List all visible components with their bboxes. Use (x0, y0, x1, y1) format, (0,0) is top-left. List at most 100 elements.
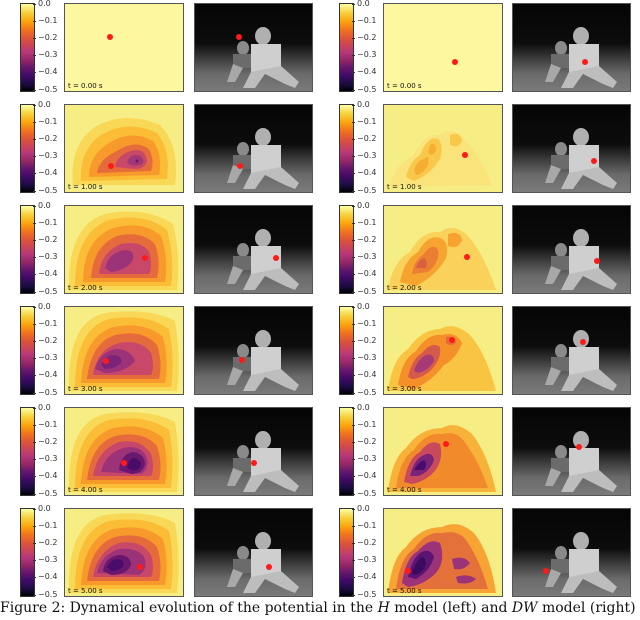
cbar-tick: −0.3 (351, 252, 377, 261)
colorbar (20, 205, 35, 294)
time-label: t = 3.00 s (387, 385, 422, 393)
people-silhouette-icon (545, 128, 617, 189)
cbar-tick: 0.0 (33, 302, 51, 311)
scene-photo (194, 104, 313, 193)
cbar-tick: −0.4 (32, 168, 58, 177)
agent-marker (142, 255, 148, 261)
potential-heatmap: t = 5.00 s (383, 508, 503, 597)
cbar-tick: 0.0 (33, 504, 51, 513)
cbar-tick: −0.3 (32, 50, 58, 59)
cbar-tick: −0.2 (351, 437, 377, 446)
agent-marker (405, 568, 411, 574)
cbar-tick: 0.0 (352, 403, 370, 412)
caption-model-dw: DW (511, 600, 538, 616)
agent-marker (273, 255, 279, 261)
potential-heatmap: t = 2.00 s (64, 205, 184, 294)
cbar-tick: 0.0 (33, 403, 51, 412)
potential-heatmap: t = 4.00 s (64, 407, 184, 496)
cbar-tick: −0.3 (32, 454, 58, 463)
people-silhouette-icon (227, 128, 299, 189)
people-silhouette-icon (227, 532, 299, 593)
cbar-tick: −0.2 (32, 437, 58, 446)
cbar-tick: −0.3 (351, 50, 377, 59)
caption-suffix: model (right) in (541, 600, 640, 616)
people-silhouette-icon (227, 431, 299, 492)
scene-photo (512, 306, 631, 395)
cbar-tick: −0.2 (351, 33, 377, 42)
agent-marker (121, 460, 127, 466)
cbar-tick: −0.4 (351, 370, 377, 379)
h-row-0: 0.0 −0.1 −0.2 −0.3 −0.4 −0.5 t = 0.00 s (0, 0, 320, 96)
caption-mid: model (left) and (389, 600, 512, 616)
scene-photo (194, 407, 313, 496)
cbar-tick: −0.3 (351, 151, 377, 160)
cbar-tick: −0.1 (32, 218, 58, 227)
time-label: t = 3.00 s (68, 385, 103, 393)
cbar-tick: −0.4 (32, 269, 58, 278)
cbar-tick: 0.0 (33, 201, 51, 210)
cbar-tick: −0.1 (351, 420, 377, 429)
dw-row-2: 0.0 −0.1 −0.2 −0.3 −0.4 −0.5 t = 2.00 s (319, 202, 639, 298)
cbar-tick: 0.0 (352, 504, 370, 513)
time-label: t = 5.00 s (387, 587, 422, 595)
cbar-tick: −0.1 (32, 319, 58, 328)
cbar-tick: −0.4 (351, 168, 377, 177)
caption-model-h: H (377, 600, 390, 616)
time-label: t = 1.00 s (68, 183, 103, 191)
agent-marker (236, 34, 242, 40)
potential-heatmap: t = 4.00 s (383, 407, 503, 496)
cbar-tick: −0.5 (32, 186, 58, 195)
cbar-tick: 0.0 (33, 0, 51, 8)
agent-marker (137, 564, 143, 570)
caption-prefix: Figure 2: Dynamical evolution of the pot… (0, 600, 378, 616)
h-row-2: 0.0 −0.1 −0.2 −0.3 −0.4 −0.5 t = 2.00 s (0, 202, 320, 298)
scene-photo (194, 205, 313, 294)
cbar-tick: −0.2 (32, 235, 58, 244)
dw-row-5: 0.0 −0.1 −0.2 −0.3 −0.4 −0.5 t = 5.00 s (319, 505, 639, 601)
agent-marker (543, 568, 549, 574)
h-row-1: 0.0 −0.1 −0.2 −0.3 −0.4 −0.5 t = 1.00 s (0, 101, 320, 197)
cbar-tick: −0.1 (32, 117, 58, 126)
potential-heatmap: t = 0.00 s (64, 3, 184, 92)
agent-marker (266, 564, 272, 570)
cbar-tick: −0.1 (32, 521, 58, 530)
cbar-tick: 0.0 (352, 201, 370, 210)
cbar-tick: 0.0 (352, 100, 370, 109)
cbar-tick: −0.2 (351, 134, 377, 143)
colorbar (20, 407, 35, 496)
colorbar (20, 508, 35, 597)
potential-heatmap: t = 1.00 s (64, 104, 184, 193)
cbar-tick: −0.3 (351, 454, 377, 463)
time-label: t = 4.00 s (387, 486, 422, 494)
cbar-tick: −0.2 (32, 336, 58, 345)
agent-marker (576, 444, 582, 450)
cbar-tick: −0.3 (351, 353, 377, 362)
cbar-tick: −0.5 (32, 590, 58, 599)
h-row-4: 0.0 −0.1 −0.2 −0.3 −0.4 −0.5 t = 4.00 s (0, 404, 320, 500)
scene-photo (512, 407, 631, 496)
people-silhouette-icon (227, 229, 299, 290)
dw-row-3: 0.0 −0.1 −0.2 −0.3 −0.4 −0.5 t = 3.00 s (319, 303, 639, 399)
agent-marker (452, 59, 458, 65)
cbar-tick: 0.0 (33, 100, 51, 109)
colorbar (20, 104, 35, 193)
scene-photo (194, 306, 313, 395)
colorbar (339, 104, 354, 193)
potential-heatmap: t = 2.00 s (383, 205, 503, 294)
cbar-tick: −0.2 (32, 538, 58, 547)
colorbar (20, 306, 35, 395)
cbar-tick: −0.1 (32, 420, 58, 429)
people-silhouette-icon (545, 431, 617, 492)
cbar-tick: −0.2 (351, 538, 377, 547)
cbar-tick: −0.2 (351, 235, 377, 244)
cbar-tick: −0.4 (32, 572, 58, 581)
cbar-tick: −0.1 (351, 319, 377, 328)
people-silhouette-icon (545, 27, 617, 88)
colorbar (339, 407, 354, 496)
cbar-tick: −0.5 (351, 186, 377, 195)
people-silhouette-icon (545, 330, 617, 391)
agent-marker (251, 460, 257, 466)
cbar-tick: 0.0 (352, 302, 370, 311)
cbar-tick: −0.3 (32, 555, 58, 564)
cbar-tick: −0.4 (32, 370, 58, 379)
